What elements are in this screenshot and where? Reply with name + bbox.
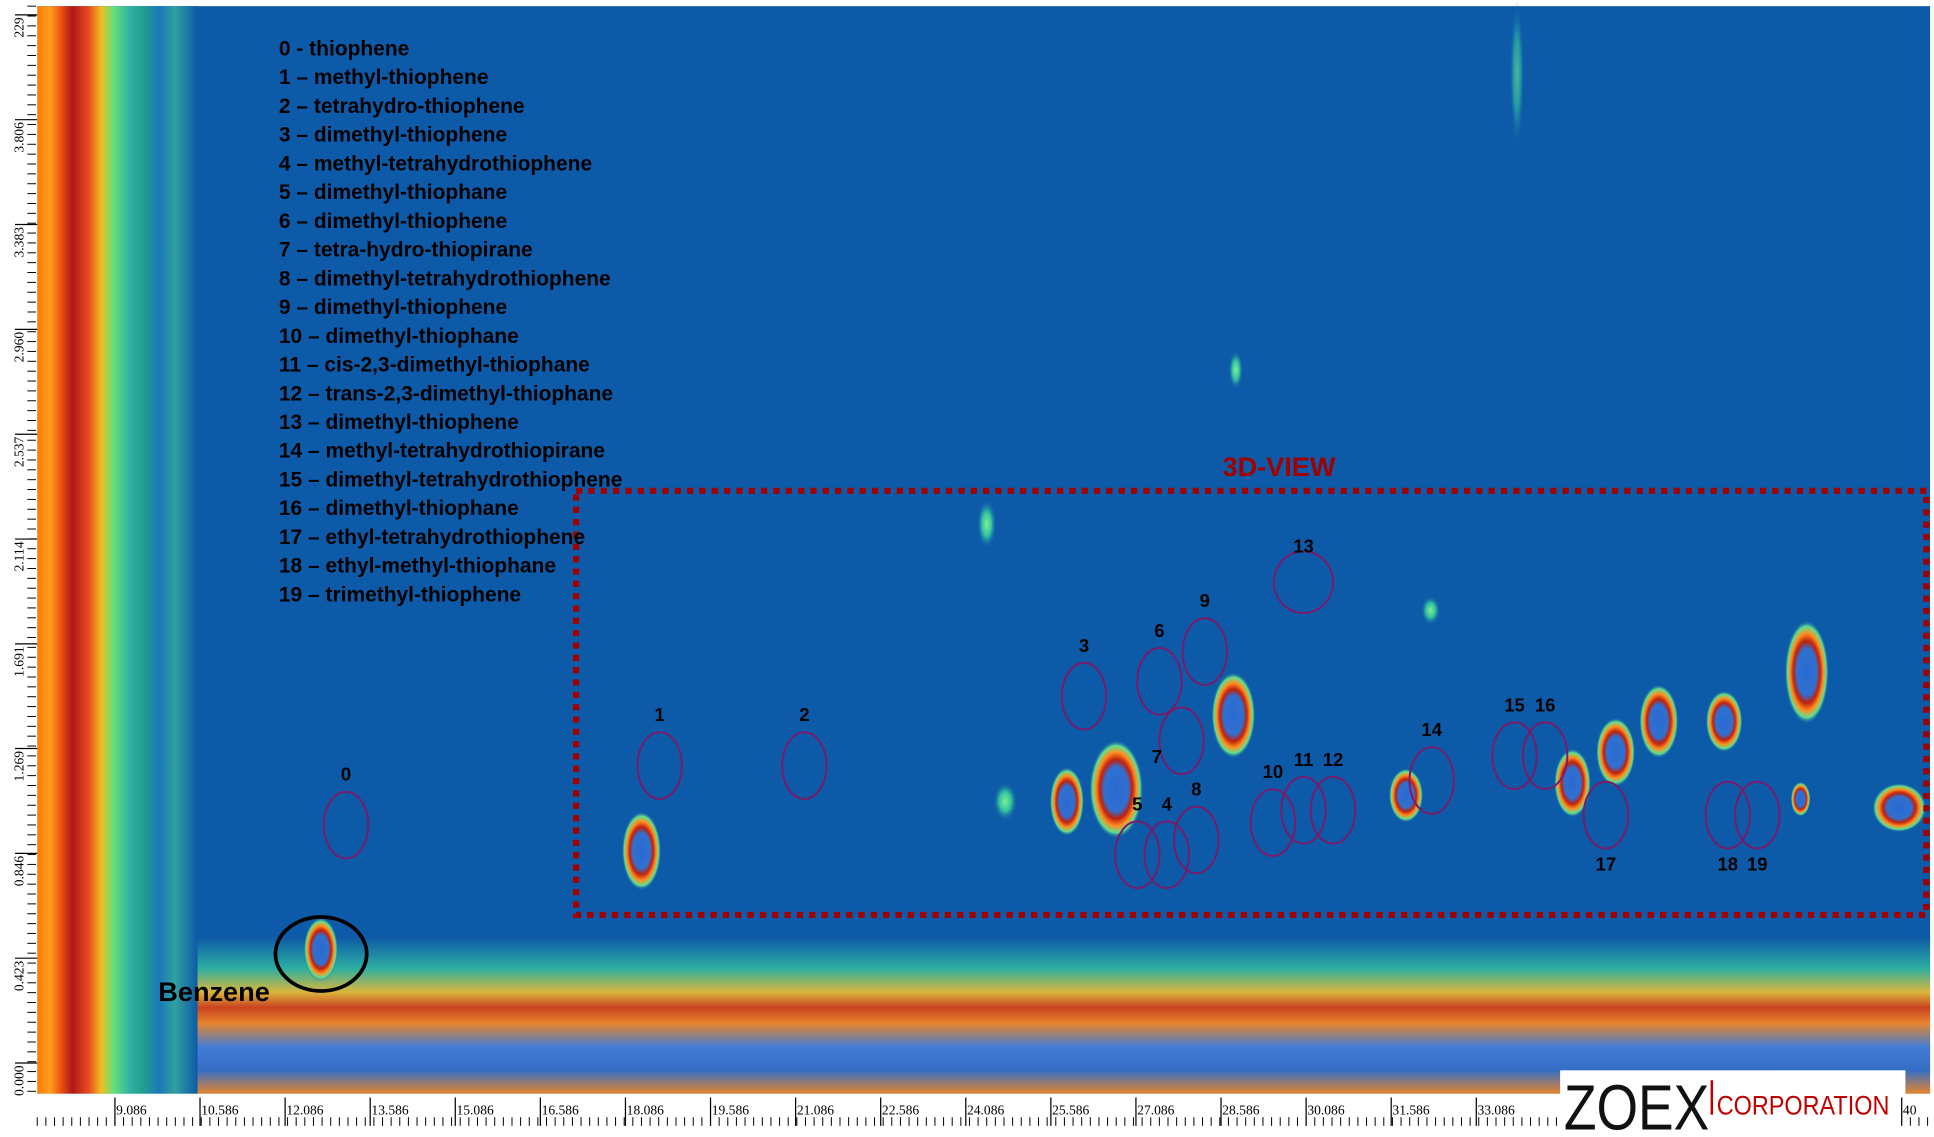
legend-item: 8 – dimethyl-tetrahydrothiophene	[279, 267, 611, 290]
legend-item: 1 – methyl-thiophene	[279, 66, 489, 89]
y-tick-label: 3.383	[12, 227, 27, 258]
peak-label: 18	[1718, 854, 1739, 875]
legend-item: 3 – dimethyl-thiophene	[279, 124, 507, 147]
x-tick-label: 15.086	[457, 1103, 494, 1118]
legend-item: 11 – cis-2,3-dimethyl-thiophane	[279, 354, 590, 377]
legend-item: 16 – dimethyl-thiophane	[279, 497, 519, 520]
benzene-label: Benzene	[158, 976, 269, 1007]
peak-label: 0	[341, 764, 351, 785]
peak-label: 6	[1154, 620, 1164, 641]
x-tick-label: 18.086	[627, 1103, 664, 1118]
y-tick-label: 0.423	[12, 960, 27, 991]
peak-label: 8	[1191, 779, 1201, 800]
y-tick-label: 3.806	[12, 122, 27, 153]
legend-item: 7 – tetra-hydro-thiopirane	[279, 239, 533, 262]
peak-label: 9	[1200, 590, 1210, 611]
legend-item: 15 – dimethyl-tetrahydrothiophene	[279, 468, 622, 491]
chromatogram: 3D-VIEW ZOEX CORPORATION 9.086 10.586 12.0…	[0, 0, 1934, 1132]
bottom-band	[198, 937, 1931, 1094]
x-tick-label: 13.586	[371, 1103, 408, 1118]
x-tick-label: 12.086	[286, 1103, 323, 1118]
x-tick-label: 30.086	[1307, 1103, 1344, 1118]
peak-label: 10	[1263, 761, 1284, 782]
x-tick-label: 22.586	[882, 1103, 919, 1118]
legend-item: 17 – ethyl-tetrahydrothiophene	[279, 526, 585, 549]
peak-label: 19	[1747, 854, 1768, 875]
peak-label: 15	[1504, 694, 1525, 715]
legend-item: 18 – ethyl-methyl-thiophane	[279, 555, 556, 578]
x-tick-label: 19.586	[712, 1103, 749, 1118]
peak-label: 7	[1152, 746, 1162, 767]
peak-label: 4	[1162, 793, 1173, 814]
legend-item: 9 – dimethyl-thiophene	[279, 296, 507, 319]
legend-item: 4 – methyl-tetrahydrothiophene	[279, 152, 592, 175]
x-tick-label: 28.586	[1222, 1103, 1259, 1118]
y-tick-label: 2.960	[12, 332, 27, 363]
legend-item: 10 – dimethyl-thiophane	[279, 325, 519, 348]
x-tick-label: 33.086	[1478, 1103, 1515, 1118]
legend-item: 0 - thiophene	[279, 37, 409, 60]
logo-suffix: CORPORATION	[1717, 1090, 1890, 1121]
legend-item: 12 – trans-2,3-dimethyl-thiophane	[279, 382, 613, 405]
x-tick-label: 27.086	[1137, 1103, 1174, 1118]
x-tick-label: 40	[1903, 1103, 1917, 1118]
peak-label: 1	[655, 704, 665, 725]
y-tick-label: 229	[12, 17, 27, 38]
x-tick-label: 16.586	[542, 1103, 579, 1118]
x-tick-label: 31.586	[1392, 1103, 1429, 1118]
y-tick-label: 2.114	[12, 541, 27, 571]
y-tick-label: 2.537	[12, 436, 27, 467]
logo-name: ZOEX	[1564, 1072, 1710, 1132]
legend-item: 13 – dimethyl-thiophene	[279, 411, 519, 434]
x-tick-label: 25.586	[1052, 1103, 1089, 1118]
x-tick-label: 10.586	[201, 1103, 238, 1118]
y-tick-label: 0.000	[12, 1065, 27, 1096]
region-label: 3D-VIEW	[1222, 451, 1335, 482]
legend-item: 2 – tetrahydro-thiophene	[279, 95, 525, 118]
peak-label: 16	[1535, 694, 1556, 715]
peak-label: 11	[1294, 749, 1314, 770]
peak-label: 12	[1323, 749, 1344, 770]
x-tick-label: 9.086	[116, 1103, 147, 1118]
y-tick-label: 0.846	[12, 856, 27, 887]
x-tick-label: 21.086	[797, 1103, 834, 1118]
legend-item: 6 – dimethyl-thiophene	[279, 210, 507, 233]
peak-label: 5	[1132, 793, 1142, 814]
peak-label: 14	[1421, 719, 1442, 740]
peak-label: 3	[1079, 635, 1089, 656]
legend-item: 14 – methyl-tetrahydrothiopirane	[279, 440, 605, 463]
y-tick-label: 1.269	[12, 751, 27, 782]
x-tick-label: 24.086	[967, 1103, 1004, 1118]
left-stripes	[37, 6, 197, 1094]
y-tick-label: 1.691	[12, 646, 27, 676]
peak-label: 2	[799, 704, 809, 725]
peak-label: 13	[1293, 536, 1314, 557]
peak-label: 17	[1596, 854, 1617, 875]
legend-item: 19 – trimethyl-thiophene	[279, 583, 521, 606]
legend-item: 5 – dimethyl-thiophane	[279, 181, 507, 204]
